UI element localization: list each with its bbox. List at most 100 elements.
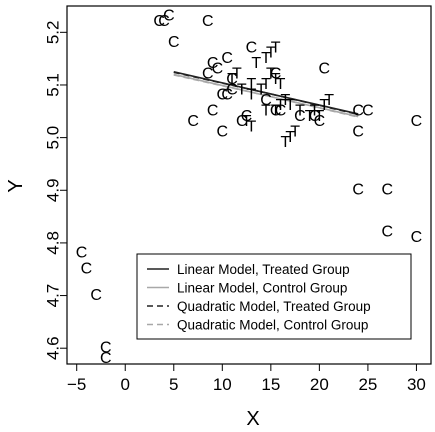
data-point: T xyxy=(271,39,281,56)
data-point: C xyxy=(411,113,423,130)
y-tick-label: 4.9 xyxy=(43,178,62,202)
y-tick-label: 4.7 xyxy=(43,284,62,308)
legend-box xyxy=(136,253,412,340)
data-point: T xyxy=(232,66,242,83)
data-point: T xyxy=(319,97,329,114)
data-point: C xyxy=(153,13,165,30)
model-line xyxy=(173,74,359,118)
data-point: C xyxy=(318,60,330,77)
legend-label: Quadratic Model, Treated Group xyxy=(177,299,371,314)
data-point: T xyxy=(242,113,252,130)
legend-label: Linear Model, Treated Group xyxy=(177,262,350,277)
data-point: T xyxy=(285,129,295,146)
data-point: T xyxy=(285,97,295,114)
data-point: T xyxy=(281,92,291,109)
y-tick-label: 5.1 xyxy=(43,73,62,97)
data-point: C xyxy=(187,113,199,130)
data-point: C xyxy=(270,66,282,83)
data-point: T xyxy=(256,81,266,98)
data-point: T xyxy=(290,124,300,141)
data-point: C xyxy=(207,55,219,72)
legend: Linear Model, Treated Group Linear Model,… xyxy=(136,253,412,340)
data-point: C xyxy=(236,113,248,130)
data-point: C xyxy=(241,108,253,125)
data-point: C xyxy=(217,124,229,141)
data-point: C xyxy=(202,13,214,30)
axis-ticks: −5 0 5 10 15 20 25 30 4.6 4.7 4.8 4.9 5.0 5.1 5.2 xyxy=(43,21,425,394)
data-point: T xyxy=(251,55,261,72)
data-point: C xyxy=(275,103,287,120)
data-point: T xyxy=(310,103,320,120)
data-point: C xyxy=(352,181,364,198)
data-point: C xyxy=(90,287,102,304)
data-point: T xyxy=(266,66,276,83)
data-point: C xyxy=(81,260,93,277)
data-point: C xyxy=(246,39,258,56)
data-point: T xyxy=(261,103,271,120)
data-point: C xyxy=(362,103,374,120)
data-point: C xyxy=(294,108,306,125)
data-point: C xyxy=(314,113,326,130)
data-point: C xyxy=(221,87,233,104)
y-tick-label: 5.2 xyxy=(43,21,62,45)
data-point: C xyxy=(212,60,224,77)
data-point: C xyxy=(226,71,238,88)
data-point: T xyxy=(281,134,291,151)
x-tick-label: 20 xyxy=(310,375,329,394)
data-point: T xyxy=(276,97,286,114)
data-point: T xyxy=(261,76,271,93)
x-tick-label: 0 xyxy=(121,375,130,394)
y-axis-title: Y xyxy=(5,179,27,192)
x-axis-title: X xyxy=(246,408,259,430)
data-point: C xyxy=(168,34,180,51)
data-point: C xyxy=(76,245,88,262)
data-point: C xyxy=(382,181,394,198)
y-tick-label: 4.8 xyxy=(43,231,62,255)
data-point: C xyxy=(202,66,214,83)
data-point: T xyxy=(247,87,257,104)
data-point: T xyxy=(237,81,247,98)
x-tick-label: 5 xyxy=(169,375,178,394)
plot-frame xyxy=(66,5,432,365)
data-point: C xyxy=(100,339,112,356)
data-point: C xyxy=(207,103,219,120)
data-point: T xyxy=(295,103,305,120)
data-point: T xyxy=(324,92,334,109)
x-tick-label: −5 xyxy=(67,375,86,394)
data-point: C xyxy=(309,108,321,125)
data-point: C xyxy=(352,103,364,120)
legend-label: Linear Model, Control Group xyxy=(177,281,347,296)
data-point: T xyxy=(247,76,257,93)
data-point: C xyxy=(411,229,423,246)
data-point: T xyxy=(305,108,315,125)
model-lines xyxy=(173,71,359,118)
data-point: C xyxy=(270,103,282,120)
data-point: C xyxy=(217,87,229,104)
data-point: C xyxy=(260,92,272,109)
data-point: T xyxy=(314,108,324,125)
data-point: T xyxy=(266,45,276,62)
y-tick-label: 5.0 xyxy=(43,126,62,150)
data-point: C xyxy=(221,50,233,67)
data-point: T xyxy=(271,103,281,120)
model-line xyxy=(173,71,359,116)
x-tick-label: 15 xyxy=(261,375,280,394)
data-point: C xyxy=(100,350,112,367)
data-point: T xyxy=(227,71,237,88)
data-point: T xyxy=(276,76,286,93)
data-point: C xyxy=(352,124,364,141)
data-point: T xyxy=(261,50,271,67)
data-point: C xyxy=(163,8,175,25)
x-tick-label: 10 xyxy=(213,375,232,394)
x-tick-label: 30 xyxy=(407,375,426,394)
x-tick-label: 25 xyxy=(358,375,377,394)
data-point: C xyxy=(382,224,394,241)
legend-label: Quadratic Model, Control Group xyxy=(177,318,368,333)
data-point: T xyxy=(247,118,257,135)
data-point: C xyxy=(158,13,170,30)
data-point: C xyxy=(226,81,238,98)
y-tick-label: 4.6 xyxy=(43,336,62,360)
data-point: T xyxy=(271,71,281,88)
